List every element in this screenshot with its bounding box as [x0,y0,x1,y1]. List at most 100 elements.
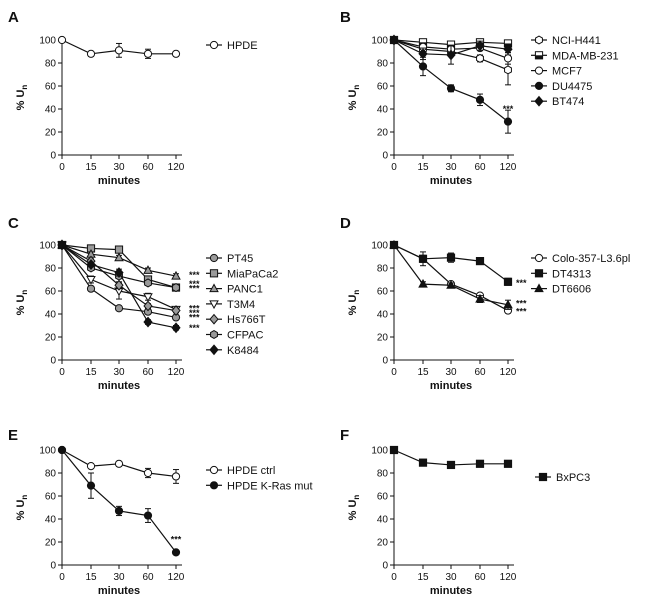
panel-d-y-tick-label: 0 [382,356,388,367]
panel-b-legend-entry: MDA-MB-231 [531,50,619,62]
panel-d-y-tick-label: 100 [371,241,388,252]
panel-b-significance-label: *** [503,104,514,114]
panel-e-series-hpde-k-ras-mut-point [57,445,67,455]
panel-b-legend-marker-fill [535,55,543,59]
panel-b-series-du4475-point [418,62,428,71]
panel-e-series-hpde-k-ras-mut-point [143,511,153,520]
panel-d-y-axis-title: % Un [347,290,361,316]
panel-c-series-k8484-point [171,322,181,334]
panel-a-x-tick-label: 0 [59,162,65,173]
panel-b-legend-entry: MCF7 [531,66,582,78]
panel-c-legend-marker [210,329,218,340]
panel-c-legend-entry: MiaPaCa2 [206,268,278,280]
panel-b-legend-label: BT474 [552,96,584,108]
panel-c-x-tick-label: 15 [85,367,97,378]
panel-b-legend-label: NCI-H441 [552,35,601,47]
panel-d-x-axis-title: minutes [430,380,472,392]
panel-c-series-k8484-point [86,259,96,271]
panel-f-series-bxpc3-point [418,458,428,467]
panel-e-y-tick-label: 0 [50,561,56,572]
panel-a-y-tick-label: 20 [45,128,57,139]
panel-c-y-tick-label: 0 [50,356,56,367]
panel-a-y-axis-title: % Un [15,85,29,111]
panel-c-series-pt45-point [86,284,96,293]
panel-e-y-axis-subscript: n [20,495,29,500]
panel-d-series-dt4313-line [393,244,509,283]
panel-b-y-tick-label: 60 [377,82,389,93]
panel-a-legend-label: HPDE [227,40,258,52]
panel-f-series-bxpc3 [389,445,513,470]
panel-a-legend-marker [209,40,219,50]
panel-c-y-tick-label: 80 [45,264,57,275]
panel-e-letter: E [8,427,18,444]
panel-e-legend-marker [209,481,219,490]
panel-c-legend-marker [209,269,219,278]
panel-b-legend-entry: DU4475 [531,81,592,93]
panel-b-series-du4475-point [475,95,485,104]
panel-c-series-cfpac-point [144,278,152,288]
panel-c-legend-label: T3M4 [227,299,255,311]
panel-c-significance-label: *** [189,323,200,333]
panel-b-x-axis-title: minutes [430,175,472,187]
panel-c-series-panc1-point [171,270,181,280]
panel-c-x-axis-title: minutes [98,380,140,392]
panel-d-legend-label: DT6606 [552,284,591,296]
panel-c-x-tick-label: 30 [113,367,125,378]
panel-a-y-tick-label: 40 [45,105,57,116]
panel-e-x-tick-label: 15 [85,572,97,583]
panel-d-series-dt4313-point [418,254,428,263]
panel-c-significance-label: *** [189,270,200,280]
panel-e-series-hpde-k-ras-mut-point [114,506,124,516]
panel-b-y-tick-label: 100 [371,36,388,47]
panel-e-series-hpde-ctrl-point [86,462,96,471]
panel-e-series-hpde-ctrl-point [114,459,124,468]
panel-d-x-tick-label: 15 [417,367,429,378]
panel-a-y-tick-label: 100 [39,36,56,47]
panel-b-legend-marker [535,35,543,45]
panel-d-letter: D [340,215,351,232]
panel-f-y-tick-label: 0 [382,561,388,572]
panel-c-legend-label: K8484 [227,345,259,357]
panel-b-y-axis-title: % Un [347,85,361,111]
panel-d-y-tick-label: 40 [377,310,389,321]
panel-d-legend-marker [534,283,544,293]
panel-c-y-axis-subscript: n [20,290,29,295]
panel-d-x-tick-label: 30 [445,367,457,378]
panel-b: B 0 20 40 60 80 100 0 15 30 60 120 minutes % Un NCI-H4… [340,9,619,187]
panel-e-legend-label: HPDE K-Ras mut [227,480,313,492]
panel-a-series-hpde-point [57,35,67,45]
panel-c-series-k8484-point [114,267,124,279]
panel-d-significance-label: *** [516,307,527,317]
panel-b-series-nci-h441-point [504,65,512,75]
panel-b-series-bt474-point [475,40,485,52]
panel-c-legend-label: CFPAC [227,330,264,342]
panel-c-legend-marker [209,344,219,356]
panel-c-series-pt45-point [114,304,124,313]
panel-e-x-tick-label: 0 [59,572,65,583]
panel-c-legend-label: MiaPaCa2 [227,268,278,280]
panel-c-series-hs766t-point [171,305,181,317]
panel-e-x-axis-title: minutes [98,585,140,597]
panel-b-series-bt474 [389,34,513,65]
panel-d-series-dt6606-point [389,239,399,249]
panel-d-x-tick-label: 120 [500,367,517,378]
panel-d-series-dt4313-point [475,257,485,266]
panel-d-significance-label: *** [516,299,527,309]
panel-b-series-bt474-point [389,34,399,46]
panel-c-y-tick-label: 40 [45,310,57,321]
panel-a-x-axis-title: minutes [98,175,140,187]
panel-f-x-tick-label: 15 [417,572,429,583]
panel-d-series-dt4313-point [503,277,513,286]
panel-e: E 0 20 40 60 80 100 0 15 30 60 120 minutes % Un HPDE c… [8,427,313,597]
panel-c-series-panc1-point [143,265,153,274]
panel-b-y-tick-label: 20 [377,128,389,139]
panel-c-legend-marker [209,253,219,263]
panel-e-y-tick-label: 40 [45,515,57,526]
panel-d-series-dt6606-point [503,299,513,309]
panel-e-series-hpde-k-ras-mut-point [171,548,181,557]
panel-d-series-dt4313 [389,240,513,286]
panel-b-x-tick-label: 30 [445,162,457,173]
panel-c-x-tick-label: 60 [142,367,154,378]
panel-b-series-bt474-point [503,43,513,55]
